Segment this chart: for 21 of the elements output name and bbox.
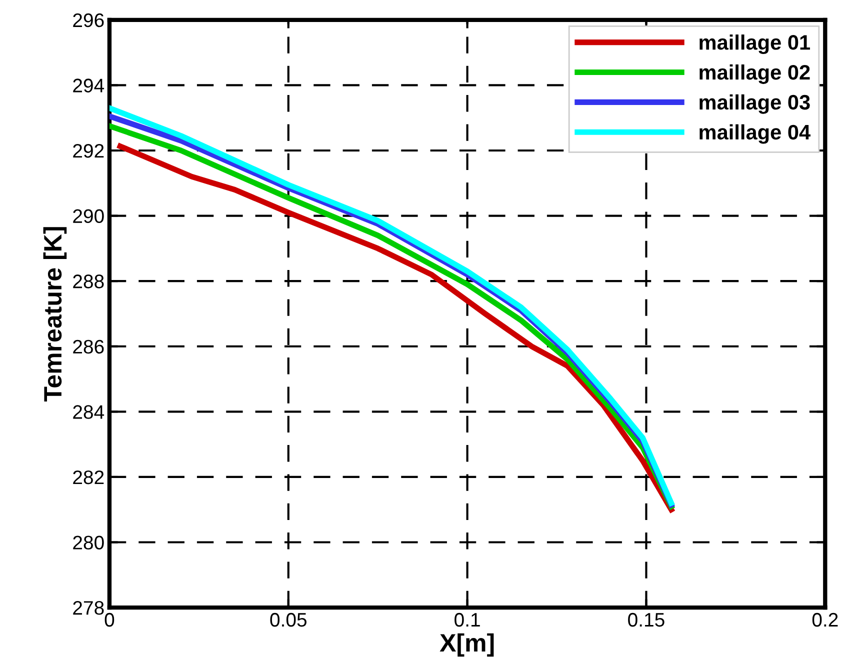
x-tick-label: 0.1 bbox=[454, 612, 480, 627]
x-tick-label: 0.2 bbox=[812, 612, 838, 627]
y-tick-label: 288 bbox=[73, 274, 104, 288]
x-tick-label: 0.05 bbox=[270, 612, 306, 627]
y-tick-label: 286 bbox=[73, 340, 104, 354]
x-tick-label: 0 bbox=[104, 612, 114, 627]
y-tick-label: 294 bbox=[73, 78, 104, 92]
y-tick-label: 284 bbox=[73, 405, 104, 419]
legend-label: maillage 02 bbox=[700, 64, 810, 84]
y-tick-label: 282 bbox=[73, 470, 104, 484]
legend-label: maillage 03 bbox=[700, 94, 810, 114]
y-tick-label: 292 bbox=[73, 144, 104, 158]
legend-label: maillage 04 bbox=[700, 124, 810, 144]
x-axis-title: X[m] bbox=[440, 633, 494, 657]
legend-label: maillage 01 bbox=[700, 34, 810, 54]
y-tick-label: 278 bbox=[73, 601, 104, 615]
y-tick-label: 296 bbox=[73, 13, 104, 28]
y-tick-label: 290 bbox=[73, 209, 104, 224]
x-tick-label: 0.15 bbox=[628, 612, 664, 627]
y-axis-title: Temreature [K] bbox=[43, 227, 67, 402]
y-tick-label: 280 bbox=[73, 536, 104, 550]
